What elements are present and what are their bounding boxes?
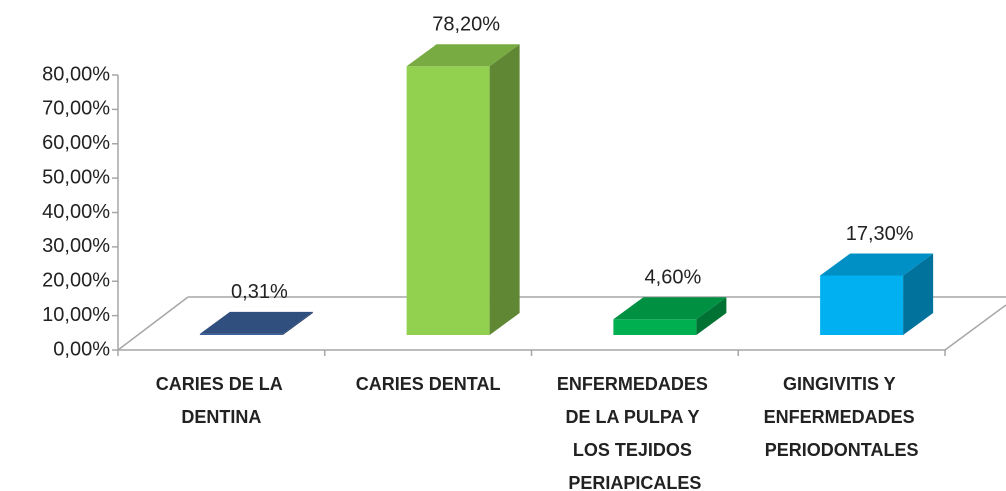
- bar-front: [406, 66, 490, 335]
- y-tick-label: 30,00%: [42, 235, 110, 257]
- bar: [406, 44, 520, 335]
- y-tick-label: 40,00%: [42, 201, 110, 223]
- x-tick-label: GINGIVITIS Y ENFERMEDADES PERIODONTALES: [764, 374, 920, 460]
- x-tick-label: ENFERMEDADES DE LA PULPA Y LOS TEJIDOS P…: [557, 374, 713, 491]
- y-tick-label: 10,00%: [42, 304, 110, 326]
- bar-side: [903, 253, 934, 335]
- y-tick-label: 80,00%: [42, 63, 110, 85]
- bar: [820, 253, 934, 335]
- floor-edge: [944, 304, 1006, 351]
- bar-front: [199, 333, 283, 335]
- x-tick-label: CARIES DE LA DENTINA: [156, 374, 287, 427]
- value-label: 17,30%: [846, 223, 914, 245]
- bar-side: [489, 44, 520, 335]
- y-tick-label: 20,00%: [42, 270, 110, 292]
- bar-top: [613, 297, 727, 320]
- bar-top: [406, 44, 520, 67]
- bar-front: [613, 319, 697, 335]
- value-label: 4,60%: [645, 266, 702, 288]
- bar-top: [820, 253, 934, 276]
- value-label: 78,20%: [432, 13, 500, 35]
- y-tick-label: 0,00%: [53, 338, 110, 360]
- bar-front: [820, 275, 904, 335]
- bar: [199, 311, 313, 335]
- floor-edge: [117, 296, 189, 351]
- bar: [613, 297, 727, 335]
- y-tick-label: 70,00%: [42, 98, 110, 120]
- y-tick-label: 50,00%: [42, 166, 110, 188]
- y-tick-label: 60,00%: [42, 132, 110, 154]
- value-label: 0,31%: [231, 281, 288, 303]
- bar-top: [199, 311, 313, 334]
- bar-side: [696, 297, 727, 335]
- bar-side: [282, 311, 313, 335]
- x-tick-label: CARIES DENTAL: [356, 374, 501, 394]
